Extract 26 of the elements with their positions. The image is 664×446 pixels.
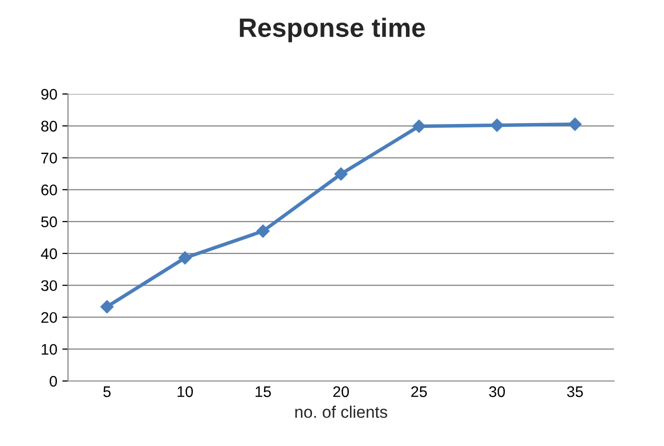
point [412, 120, 426, 133]
x-tick-label: 10 [178, 386, 193, 398]
x-tick-label: 20 [333, 386, 349, 398]
y-tick-label: 10 [42, 344, 57, 355]
x-axis-title: no. of clients [295, 406, 388, 418]
point [178, 251, 192, 264]
x-tick-label: 35 [567, 386, 583, 398]
chart-title: Response time [240, 18, 425, 42]
y-tick-label: 20 [41, 312, 57, 323]
y-tick-label: 70 [41, 152, 57, 164]
x-tick-label: 30 [489, 386, 505, 398]
y-tick-label: 30 [41, 280, 57, 292]
x-tick-label: 25 [411, 386, 427, 398]
point [256, 224, 270, 238]
y-tick-label: 50 [41, 216, 57, 228]
point [334, 167, 348, 181]
x-tick-label: 5 [103, 386, 111, 398]
x-tick-label: 15 [256, 386, 271, 398]
point [490, 118, 504, 132]
y-tick-label: 40 [40, 248, 57, 260]
y-tick-label: 80 [41, 120, 57, 132]
y-tick-label: 90 [41, 88, 57, 100]
point [568, 118, 582, 131]
y-tick-label: 0 [50, 376, 57, 387]
point [100, 300, 114, 314]
y-tick-label: 60 [41, 184, 57, 196]
